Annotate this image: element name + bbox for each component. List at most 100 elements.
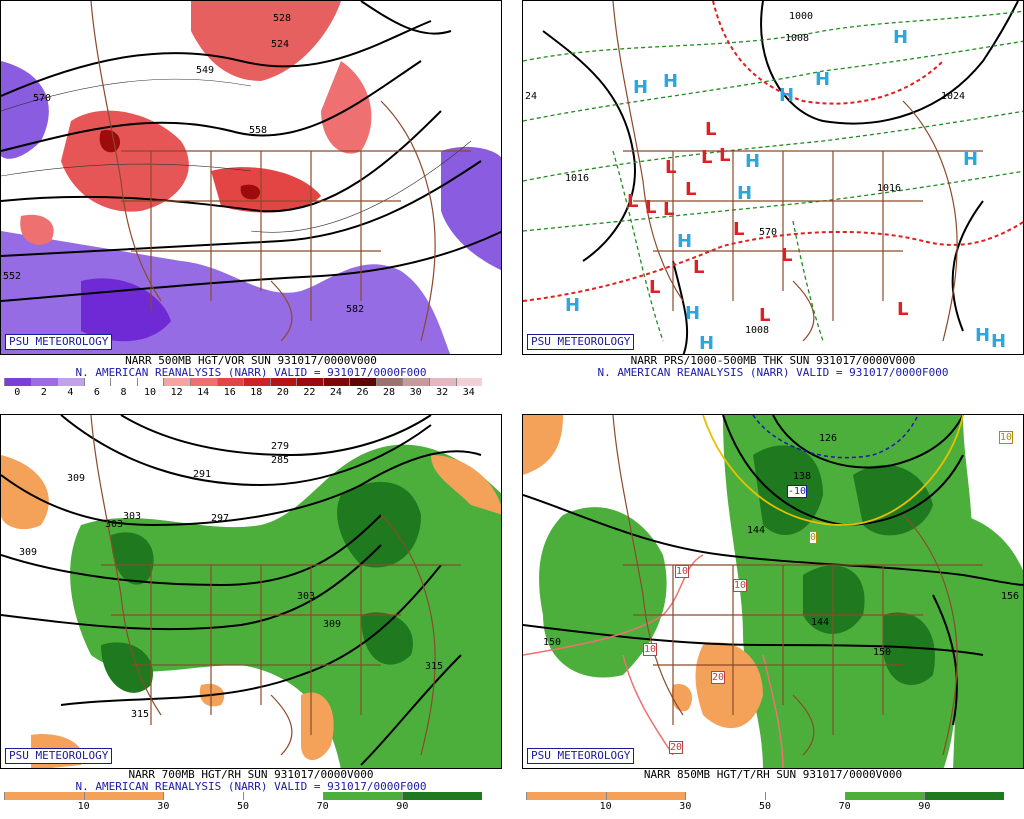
contour-label: 150 (543, 637, 562, 648)
high-pressure-marker: H (565, 295, 581, 316)
contour-label: 1008 (785, 33, 810, 44)
colorbar (4, 378, 483, 386)
colorbar-tick-label: 10 (599, 801, 612, 812)
psu-meteorology-label: PSU METEOROLOGY (5, 748, 113, 764)
contour-label: 303 (297, 591, 316, 602)
high-pressure-marker: H (685, 303, 701, 324)
colorbar-swatch (4, 378, 31, 386)
colorbar-tick-label: 10 (144, 387, 157, 398)
psu-meteorology-label: PSU METEOROLOGY (527, 334, 635, 350)
colorbar-tick-label: 6 (93, 387, 100, 398)
contour-label: 297 (211, 513, 230, 524)
colorbar-tick-label: 24 (329, 387, 342, 398)
caption-title: NARR 500MB HGT/VOR SUN 931017/0000V000 (125, 354, 377, 367)
low-pressure-marker: L (627, 191, 639, 212)
caption-title: NARR 850MB HGT/T/RH SUN 931017/0000V000 (643, 768, 903, 781)
colorbar-tick-label: 18 (250, 387, 263, 398)
contour-label: 156 (1001, 591, 1020, 602)
colorbar-ticks: 10 30 50 70 90 (4, 801, 482, 815)
contour-label: 20 (711, 671, 726, 684)
high-pressure-marker: H (779, 85, 795, 106)
high-pressure-marker: H (991, 331, 1007, 352)
caption-valid: N. AMERICAN REANALYSIS (NARR) VALID = 93… (75, 780, 427, 793)
low-pressure-marker: L (781, 245, 793, 266)
contour-label: 309 (323, 619, 342, 630)
low-pressure-marker: L (897, 299, 909, 320)
colorbar-swatch (455, 378, 483, 386)
panel-500mb-vorticity: 570 549 524 528 558 552 582 PSU METEOROL… (0, 0, 502, 405)
colorbar-swatch (189, 378, 217, 386)
colorbar-swatch (269, 378, 297, 386)
colorbar-swatch (322, 792, 403, 800)
low-pressure-marker: L (663, 199, 675, 220)
contour-label: 10 (675, 565, 690, 578)
colorbar-tick-label: 34 (462, 387, 475, 398)
contour-label: 570 (33, 93, 52, 104)
low-pressure-marker: L (759, 305, 771, 326)
colorbar-tick-label: 50 (236, 801, 250, 812)
low-pressure-marker: L (705, 119, 717, 140)
colorbar-swatch (216, 378, 244, 386)
colorbar-tick-label: 8 (120, 387, 127, 398)
colorbar-tick-label: 0 (14, 387, 21, 398)
high-pressure-marker: H (633, 77, 649, 98)
low-pressure-marker: L (719, 145, 731, 166)
contour-label: 0 (809, 531, 818, 544)
high-pressure-marker: H (975, 325, 991, 346)
contour-label: 303 (105, 519, 124, 530)
contour-label: 1024 (941, 91, 966, 102)
contour-label: 126 (819, 433, 838, 444)
colorbar-tick-label: 12 (170, 387, 183, 398)
high-pressure-marker: H (699, 333, 715, 354)
panel-pressure-thickness: H H H H H H H H H H H H H H L L L L L L … (522, 0, 1024, 405)
high-pressure-marker: H (963, 149, 979, 170)
map-pressure: H H H H H H H H H H H H H H L L L L L L … (522, 0, 1024, 355)
high-pressure-marker: H (893, 27, 909, 48)
colorbar-swatch (296, 378, 323, 386)
colorbar-ticks: 10 30 50 70 90 (526, 801, 1004, 815)
contour-label: 1016 (565, 173, 590, 184)
colorbar-tick-label: 30 (157, 801, 170, 812)
contour-label: 552 (3, 271, 22, 282)
contour-label: 144 (747, 525, 766, 536)
contour-label: 24 (525, 91, 538, 102)
contour-label: 279 (271, 441, 290, 452)
colorbar-tick-label: 10 (77, 801, 90, 812)
contour-label: 528 (273, 13, 292, 24)
low-pressure-marker: L (693, 257, 705, 278)
map-700mb-svg (1, 415, 501, 768)
contour-label: 309 (19, 547, 38, 558)
colorbar-swatch (429, 378, 456, 386)
contour-label: 291 (193, 469, 212, 480)
map-700mb: 279 285 291 297 303 309 303 303 309 315 … (0, 414, 502, 769)
colorbar-swatch (349, 378, 376, 386)
contour-label: 144 (811, 617, 830, 628)
panel-850mb-t-rh: 126 138 144 150 156 150 144 -10 0 10 10 … (522, 414, 1024, 819)
colorbar (4, 792, 483, 800)
colorbar-tick-label: 50 (758, 801, 772, 812)
contour-label: 10 (643, 643, 658, 656)
colorbar-swatch (605, 792, 686, 800)
colorbar-tick-label: 28 (383, 387, 396, 398)
colorbar-swatch (844, 792, 925, 800)
colorbar-tick-label: 32 (436, 387, 449, 398)
contour-label: 10 (733, 579, 748, 592)
colorbar-tick-label: 90 (396, 801, 409, 812)
contour-label: 524 (271, 39, 290, 50)
colorbar-swatch (924, 792, 1005, 800)
contour-label: 10 (999, 431, 1014, 444)
low-pressure-marker: L (665, 157, 677, 178)
low-pressure-marker: L (733, 219, 745, 240)
contour-label: 20 (669, 741, 684, 754)
colorbar-swatch (526, 792, 606, 800)
map-850mb: 126 138 144 150 156 150 144 -10 0 10 10 … (522, 414, 1024, 769)
colorbar-tick-label: 30 (679, 801, 692, 812)
colorbar-swatch (163, 378, 190, 386)
colorbar-ticks: 0 2 4 6 8 10 12 14 16 18 20 22 24 26 28 30 32 34 (4, 387, 482, 401)
caption-valid: N. AMERICAN REANALYSIS (NARR) VALID = 93… (75, 366, 427, 379)
colorbar-tick-label: 4 (67, 387, 74, 398)
colorbar-tick-label: 90 (918, 801, 931, 812)
colorbar-swatch (243, 792, 323, 800)
high-pressure-marker: H (815, 69, 831, 90)
psu-meteorology-label: PSU METEOROLOGY (5, 334, 113, 350)
